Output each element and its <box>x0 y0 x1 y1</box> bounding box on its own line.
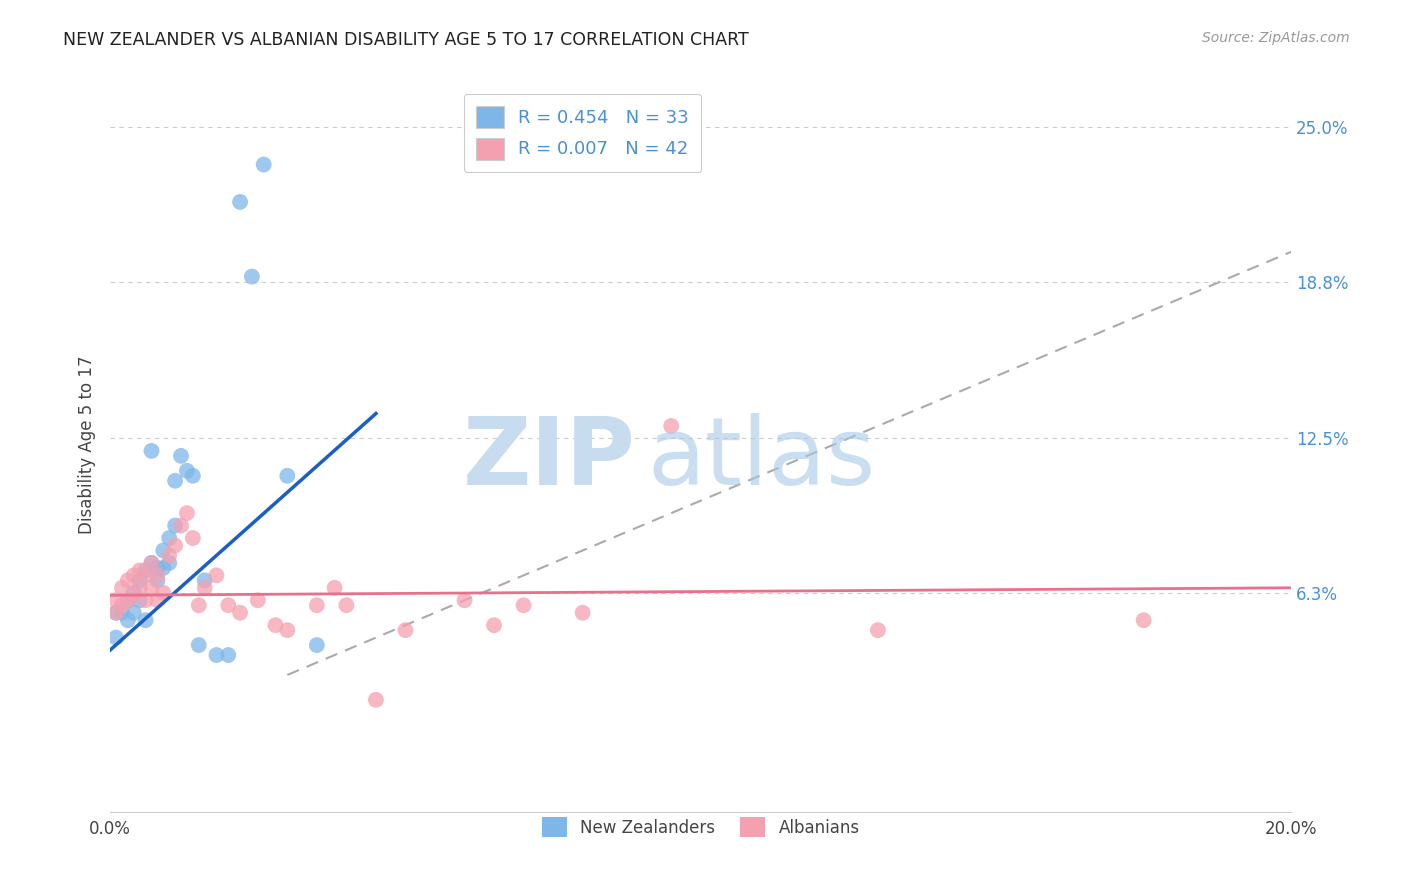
Legend: New Zealanders, Albanians: New Zealanders, Albanians <box>536 810 866 844</box>
Point <box>135 593 157 607</box>
Point <box>117 613 139 627</box>
Point <box>246 593 269 607</box>
Point <box>135 568 157 582</box>
Point <box>276 468 298 483</box>
Point <box>157 531 180 545</box>
Point <box>157 549 180 563</box>
Point <box>205 568 228 582</box>
Point <box>323 581 346 595</box>
Point <box>482 618 505 632</box>
Point <box>135 613 157 627</box>
Point <box>117 593 139 607</box>
Point <box>105 606 128 620</box>
Point <box>146 574 169 588</box>
Point <box>217 599 239 613</box>
Point <box>141 556 163 570</box>
Point <box>181 531 204 545</box>
Point <box>111 599 134 613</box>
Point <box>122 606 145 620</box>
Point <box>659 419 682 434</box>
Point <box>181 468 204 483</box>
Point <box>152 586 174 600</box>
Point <box>152 561 174 575</box>
Point <box>194 574 217 588</box>
Point <box>571 606 593 620</box>
Point <box>165 539 187 553</box>
Point <box>305 638 328 652</box>
Point <box>453 593 475 607</box>
Point <box>394 623 416 637</box>
Point <box>135 563 157 577</box>
Point <box>217 648 239 662</box>
Point <box>229 194 252 209</box>
Point <box>512 599 534 613</box>
Point <box>122 586 145 600</box>
Point <box>128 581 150 595</box>
Point <box>229 606 252 620</box>
Point <box>128 593 150 607</box>
Point <box>146 561 169 575</box>
Point <box>152 543 174 558</box>
Text: NEW ZEALANDER VS ALBANIAN DISABILITY AGE 5 TO 17 CORRELATION CHART: NEW ZEALANDER VS ALBANIAN DISABILITY AGE… <box>63 31 749 49</box>
Point <box>165 474 187 488</box>
Point <box>1132 613 1154 627</box>
Point <box>335 599 357 613</box>
Text: ZIP: ZIP <box>463 413 636 506</box>
Point <box>141 581 163 595</box>
Point <box>866 623 889 637</box>
Point <box>146 593 169 607</box>
Point <box>253 158 276 172</box>
Point <box>205 648 228 662</box>
Point <box>122 568 145 582</box>
Point <box>187 638 209 652</box>
Point <box>187 599 209 613</box>
Point <box>105 606 128 620</box>
Point <box>165 518 187 533</box>
Point <box>111 581 134 595</box>
Point <box>117 574 139 588</box>
Point <box>364 693 387 707</box>
Point <box>122 588 145 602</box>
Point <box>170 518 193 533</box>
Point <box>117 593 139 607</box>
Point <box>105 593 128 607</box>
Point <box>105 631 128 645</box>
Point <box>157 556 180 570</box>
Point <box>141 556 163 570</box>
Point <box>176 464 198 478</box>
Point <box>176 506 198 520</box>
Y-axis label: Disability Age 5 to 17: Disability Age 5 to 17 <box>79 355 96 534</box>
Point <box>276 623 298 637</box>
Point <box>264 618 287 632</box>
Point <box>240 269 263 284</box>
Text: Source: ZipAtlas.com: Source: ZipAtlas.com <box>1202 31 1350 45</box>
Point <box>305 599 328 613</box>
Point <box>146 568 169 582</box>
Point <box>141 443 163 458</box>
Point <box>194 581 217 595</box>
Text: atlas: atlas <box>648 413 876 506</box>
Point <box>111 606 134 620</box>
Point <box>170 449 193 463</box>
Point <box>128 563 150 577</box>
Point <box>128 574 150 588</box>
